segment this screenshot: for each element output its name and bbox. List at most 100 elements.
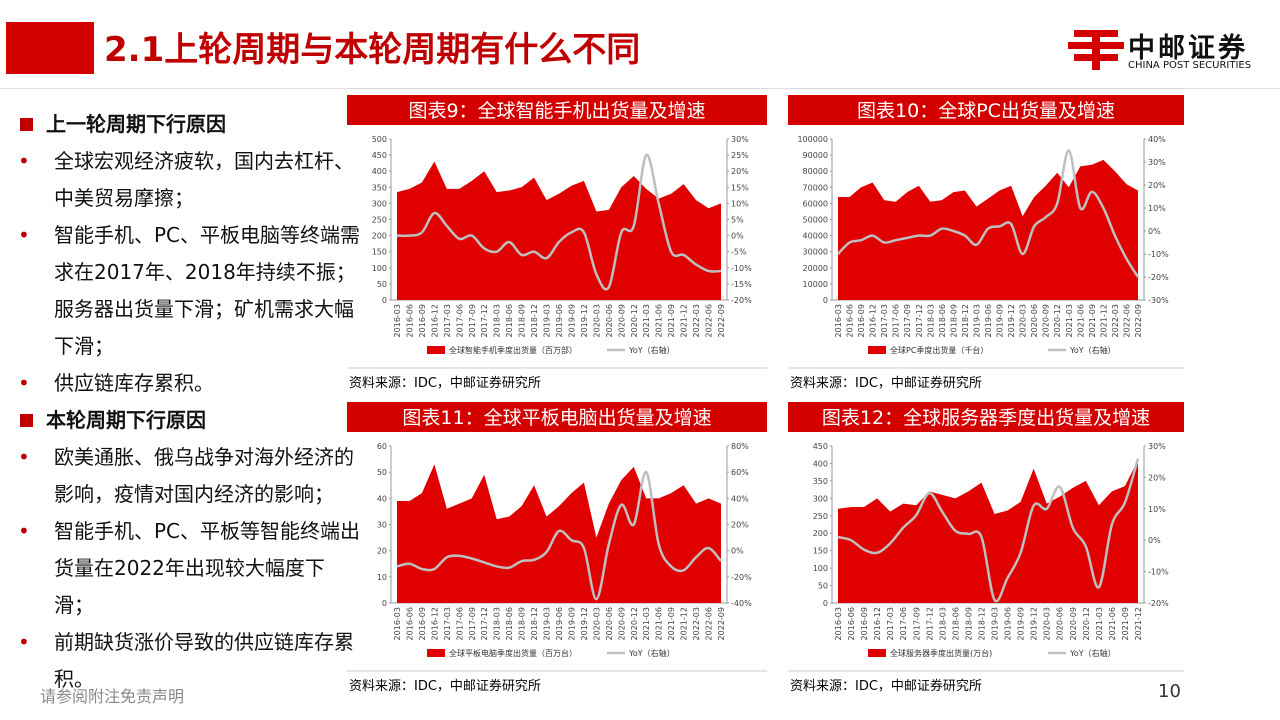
y2-tick-label: 5%	[731, 216, 744, 225]
yoy-line	[837, 149, 1140, 278]
x-tick-label: 2021-06	[655, 607, 664, 640]
x-tick-label: 2016-12	[869, 304, 878, 337]
x-tick-label: 2020-12	[630, 607, 639, 640]
chart-title: 图表9：全球智能手机出货量及增速	[408, 100, 705, 122]
x-tick-label: 2020-09	[1069, 607, 1078, 640]
shipment-area	[397, 161, 721, 300]
x-tick-label: 2017-06	[455, 304, 464, 337]
x-tick-label: 2018-06	[938, 304, 947, 337]
x-tick-label: 2020-09	[617, 304, 626, 337]
x-tick-label: 2020-03	[1019, 304, 1028, 337]
x-tick-label: 2018-03	[926, 304, 935, 337]
chart-title: 图表10：全球PC出货量及增速	[857, 100, 1115, 122]
y-tick-label: 30000	[803, 248, 828, 257]
x-tick-label: 2016-03	[834, 304, 843, 337]
x-tick-label: 2021-12	[680, 607, 689, 640]
x-tick-label: 2018-12	[530, 607, 539, 640]
x-tick-label: 2021-06	[1108, 607, 1117, 640]
y-tick-label: 200	[813, 529, 828, 538]
y-tick-label: 50	[377, 468, 387, 477]
x-tick-label: 2021-03	[642, 607, 651, 640]
x-tick-label: 2017-03	[886, 607, 895, 640]
title-bar	[788, 402, 1184, 432]
y2-tick-label: -30%	[1148, 296, 1169, 305]
legend-label: YoY（右轴）	[628, 345, 675, 355]
bullet: 全球宏观经济疲软，国内去杠杆、中美贸易摩擦；	[18, 143, 363, 217]
x-tick-label: 2022-09	[717, 304, 726, 337]
y2-tick-label: -20%	[731, 573, 752, 582]
x-tick-label: 2019-03	[543, 304, 552, 337]
logo-mark	[1068, 30, 1124, 70]
y-tick-label: 300	[813, 494, 828, 503]
x-tick-label: 2020-06	[1030, 304, 1039, 337]
x-tick-label: 2016-03	[834, 607, 843, 640]
x-tick-label: 2022-09	[717, 607, 726, 640]
chart-panel: 图表12：全球服务器季度出货量及增速 0 50 100 150 200 250 300 350 4…	[788, 402, 1184, 694]
x-tick-label: 2019-12	[1030, 607, 1039, 640]
bullet: 前期缺货涨价导致的供应链库存累积。	[18, 624, 363, 698]
x-tick-label: 2016-06	[405, 607, 414, 640]
x-tick-label: 2019-09	[567, 607, 576, 640]
x-tick-label: 2019-12	[580, 304, 589, 337]
y-tick-label: 300	[372, 199, 387, 208]
y2-tick-label: -15%	[731, 280, 752, 289]
x-tick-label: 2021-12	[1134, 607, 1143, 640]
x-tick-label: 2018-12	[961, 304, 970, 337]
bullet: 智能手机、PC、平板等智能终端出货量在2022年出现较大幅度下滑；	[18, 513, 363, 624]
y-tick-label: 100000	[797, 135, 828, 144]
x-tick-label: 2021-09	[1088, 304, 1097, 337]
source: 资料来源：IDC，中邮证券研究所	[790, 678, 982, 694]
y-tick-label: 150	[813, 547, 828, 556]
y-tick-label: 100	[813, 564, 828, 573]
y2-tick-label: -20%	[1148, 273, 1169, 282]
y-tick-label: 90000	[803, 151, 828, 160]
y2-tick-label: 15%	[731, 183, 749, 192]
x-tick-label: 2021-12	[1099, 304, 1108, 337]
y2-tick-label: 10%	[1148, 505, 1166, 514]
y-tick-label: 100	[372, 264, 387, 273]
chart-panel: 图表9：全球智能手机出货量及增速 0 50 100 150 200 250 300 350 400…	[347, 95, 767, 391]
title-bar	[347, 402, 767, 432]
y2-tick-label: -20%	[731, 296, 752, 305]
x-tick-label: 2018-12	[530, 304, 539, 337]
x-tick-label: 2016-03	[393, 304, 402, 337]
y2-tick-label: 0%	[731, 547, 744, 556]
x-tick-label: 2017-09	[912, 607, 921, 640]
title-bar	[788, 95, 1184, 125]
y2-tick-label: 60%	[731, 468, 749, 477]
shipment-area	[838, 459, 1138, 603]
x-tick-label: 2018-09	[949, 304, 958, 337]
y-tick-label: 250	[372, 216, 387, 225]
x-tick-label: 2017-03	[443, 607, 452, 640]
y2-tick-label: 20%	[731, 167, 749, 176]
x-tick-label: 2021-12	[680, 304, 689, 337]
y2-tick-label: 30%	[731, 135, 749, 144]
y-tick-label: 450	[813, 442, 828, 451]
y-tick-label: 60	[377, 442, 387, 451]
x-tick-label: 2018-03	[938, 607, 947, 640]
y-tick-label: 500	[372, 135, 387, 144]
bullet: 欧美通胀、俄乌战争对海外经济的影响，疫情对国内经济的影响；	[18, 439, 363, 513]
legend-swatch	[868, 649, 886, 657]
x-tick-label: 2020-06	[605, 304, 614, 337]
x-tick-label: 2019-03	[991, 607, 1000, 640]
y2-tick-label: 20%	[1148, 473, 1166, 482]
x-tick-label: 2020-06	[605, 607, 614, 640]
x-tick-label: 2018-12	[977, 607, 986, 640]
y-tick-label: 0	[823, 599, 828, 608]
shipment-area	[397, 464, 721, 603]
x-tick-label: 2018-06	[505, 304, 514, 337]
chart-title: 图表11：全球平板电脑出货量及增速	[402, 407, 711, 429]
legend-label: 全球PC季度出货量（千台）	[890, 345, 988, 355]
x-tick-label: 2020-12	[630, 304, 639, 337]
x-tick-label: 2022-03	[1111, 304, 1120, 337]
x-tick-label: 2016-09	[857, 304, 866, 337]
x-tick-label: 2022-03	[692, 304, 701, 337]
x-tick-label: 2018-09	[964, 607, 973, 640]
y-tick-label: 60000	[803, 199, 828, 208]
x-tick-label: 2021-03	[1065, 304, 1074, 337]
y-tick-label: 250	[813, 512, 828, 521]
x-tick-label: 2017-12	[925, 607, 934, 640]
y-tick-label: 30	[377, 521, 387, 530]
y2-tick-label: -10%	[731, 264, 752, 273]
